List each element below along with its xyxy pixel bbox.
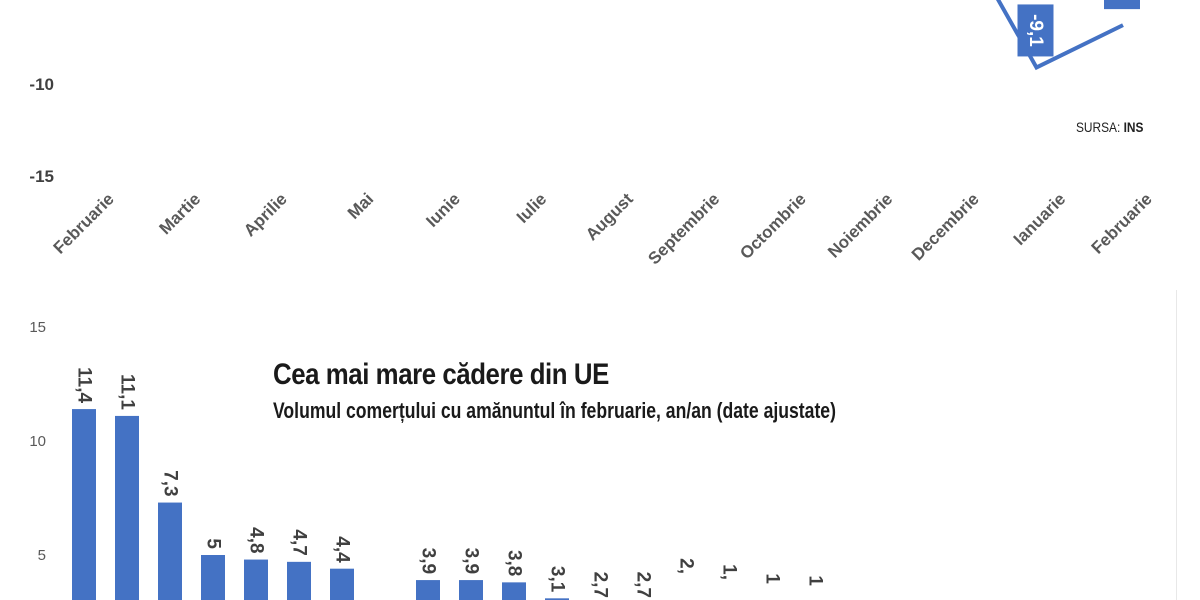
source-value: INS <box>1123 119 1144 135</box>
bar-data-label: 4,4 <box>332 536 353 563</box>
bar-data-label: 3,8 <box>504 550 525 576</box>
bar <box>158 502 182 600</box>
bar-data-label: 1 <box>805 575 826 586</box>
bar <box>459 580 483 600</box>
bar <box>502 582 526 600</box>
bar-data-label: 4,8 <box>246 527 267 553</box>
source-note: SURSA: INS <box>1076 119 1143 135</box>
x-tick-label: Septembrie <box>644 189 723 268</box>
x-tick-label: Februarie <box>50 189 118 257</box>
y-tick-label: 15 <box>29 319 46 336</box>
bar-data-label: 1 <box>762 573 783 584</box>
bar <box>416 580 440 600</box>
y-tick-label: 5 <box>38 547 46 564</box>
data-label-box <box>1104 0 1140 10</box>
bar-data-label: 4,7 <box>289 529 310 555</box>
bar <box>545 598 569 600</box>
bar <box>330 568 354 600</box>
y-tick-label: 10 <box>29 433 46 450</box>
bar-chart-subtitle: Volumul comerțului cu amănuntul în febru… <box>273 398 836 423</box>
bar-data-label: 1, <box>719 564 740 580</box>
bar-data-label: 11,4 <box>74 367 95 403</box>
bar-chart-title: Cea mai mare cădere din UE <box>273 358 609 391</box>
bar-data-label: 3,9 <box>461 548 482 574</box>
bar <box>244 559 268 600</box>
bar-data-label: 3,9 <box>418 548 439 574</box>
x-tick-label: Ianuarie <box>1010 189 1070 249</box>
bar-data-label: 7,3 <box>160 470 181 496</box>
bar <box>115 415 139 600</box>
series-line <box>996 0 1124 71</box>
y-tick-label: -10 <box>29 75 54 94</box>
bar-data-label: 2,7 <box>590 572 611 598</box>
x-tick-label: Iulie <box>513 189 550 226</box>
bar-data-label: 11,1 <box>117 374 138 410</box>
bar <box>72 409 96 600</box>
panel-border <box>1176 290 1177 600</box>
bar-data-label: 5 <box>203 538 224 549</box>
bar-data-label: 2, <box>676 558 697 574</box>
x-tick-label: Aprilie <box>240 189 291 240</box>
y-tick-label: -15 <box>29 167 54 186</box>
data-label-box <box>1017 4 1054 57</box>
bar-data-label: 3,1 <box>547 566 568 593</box>
x-tick-label: Noiembrie <box>824 189 896 261</box>
x-tick-label: Octombrie <box>736 189 810 263</box>
x-tick-label: Iunie <box>422 189 463 230</box>
x-tick-label: Decembrie <box>908 189 983 264</box>
x-tick-label: August <box>582 189 637 244</box>
data-label: -9,1 <box>1025 14 1046 47</box>
x-tick-label: Martie <box>155 189 204 238</box>
bar <box>201 555 225 600</box>
bar-data-label: 2,7 <box>633 572 654 598</box>
x-tick-label: Februarie <box>1088 189 1156 257</box>
source-label: SURSA: <box>1076 119 1121 135</box>
bar <box>287 561 311 600</box>
x-tick-label: Mai <box>344 189 377 222</box>
